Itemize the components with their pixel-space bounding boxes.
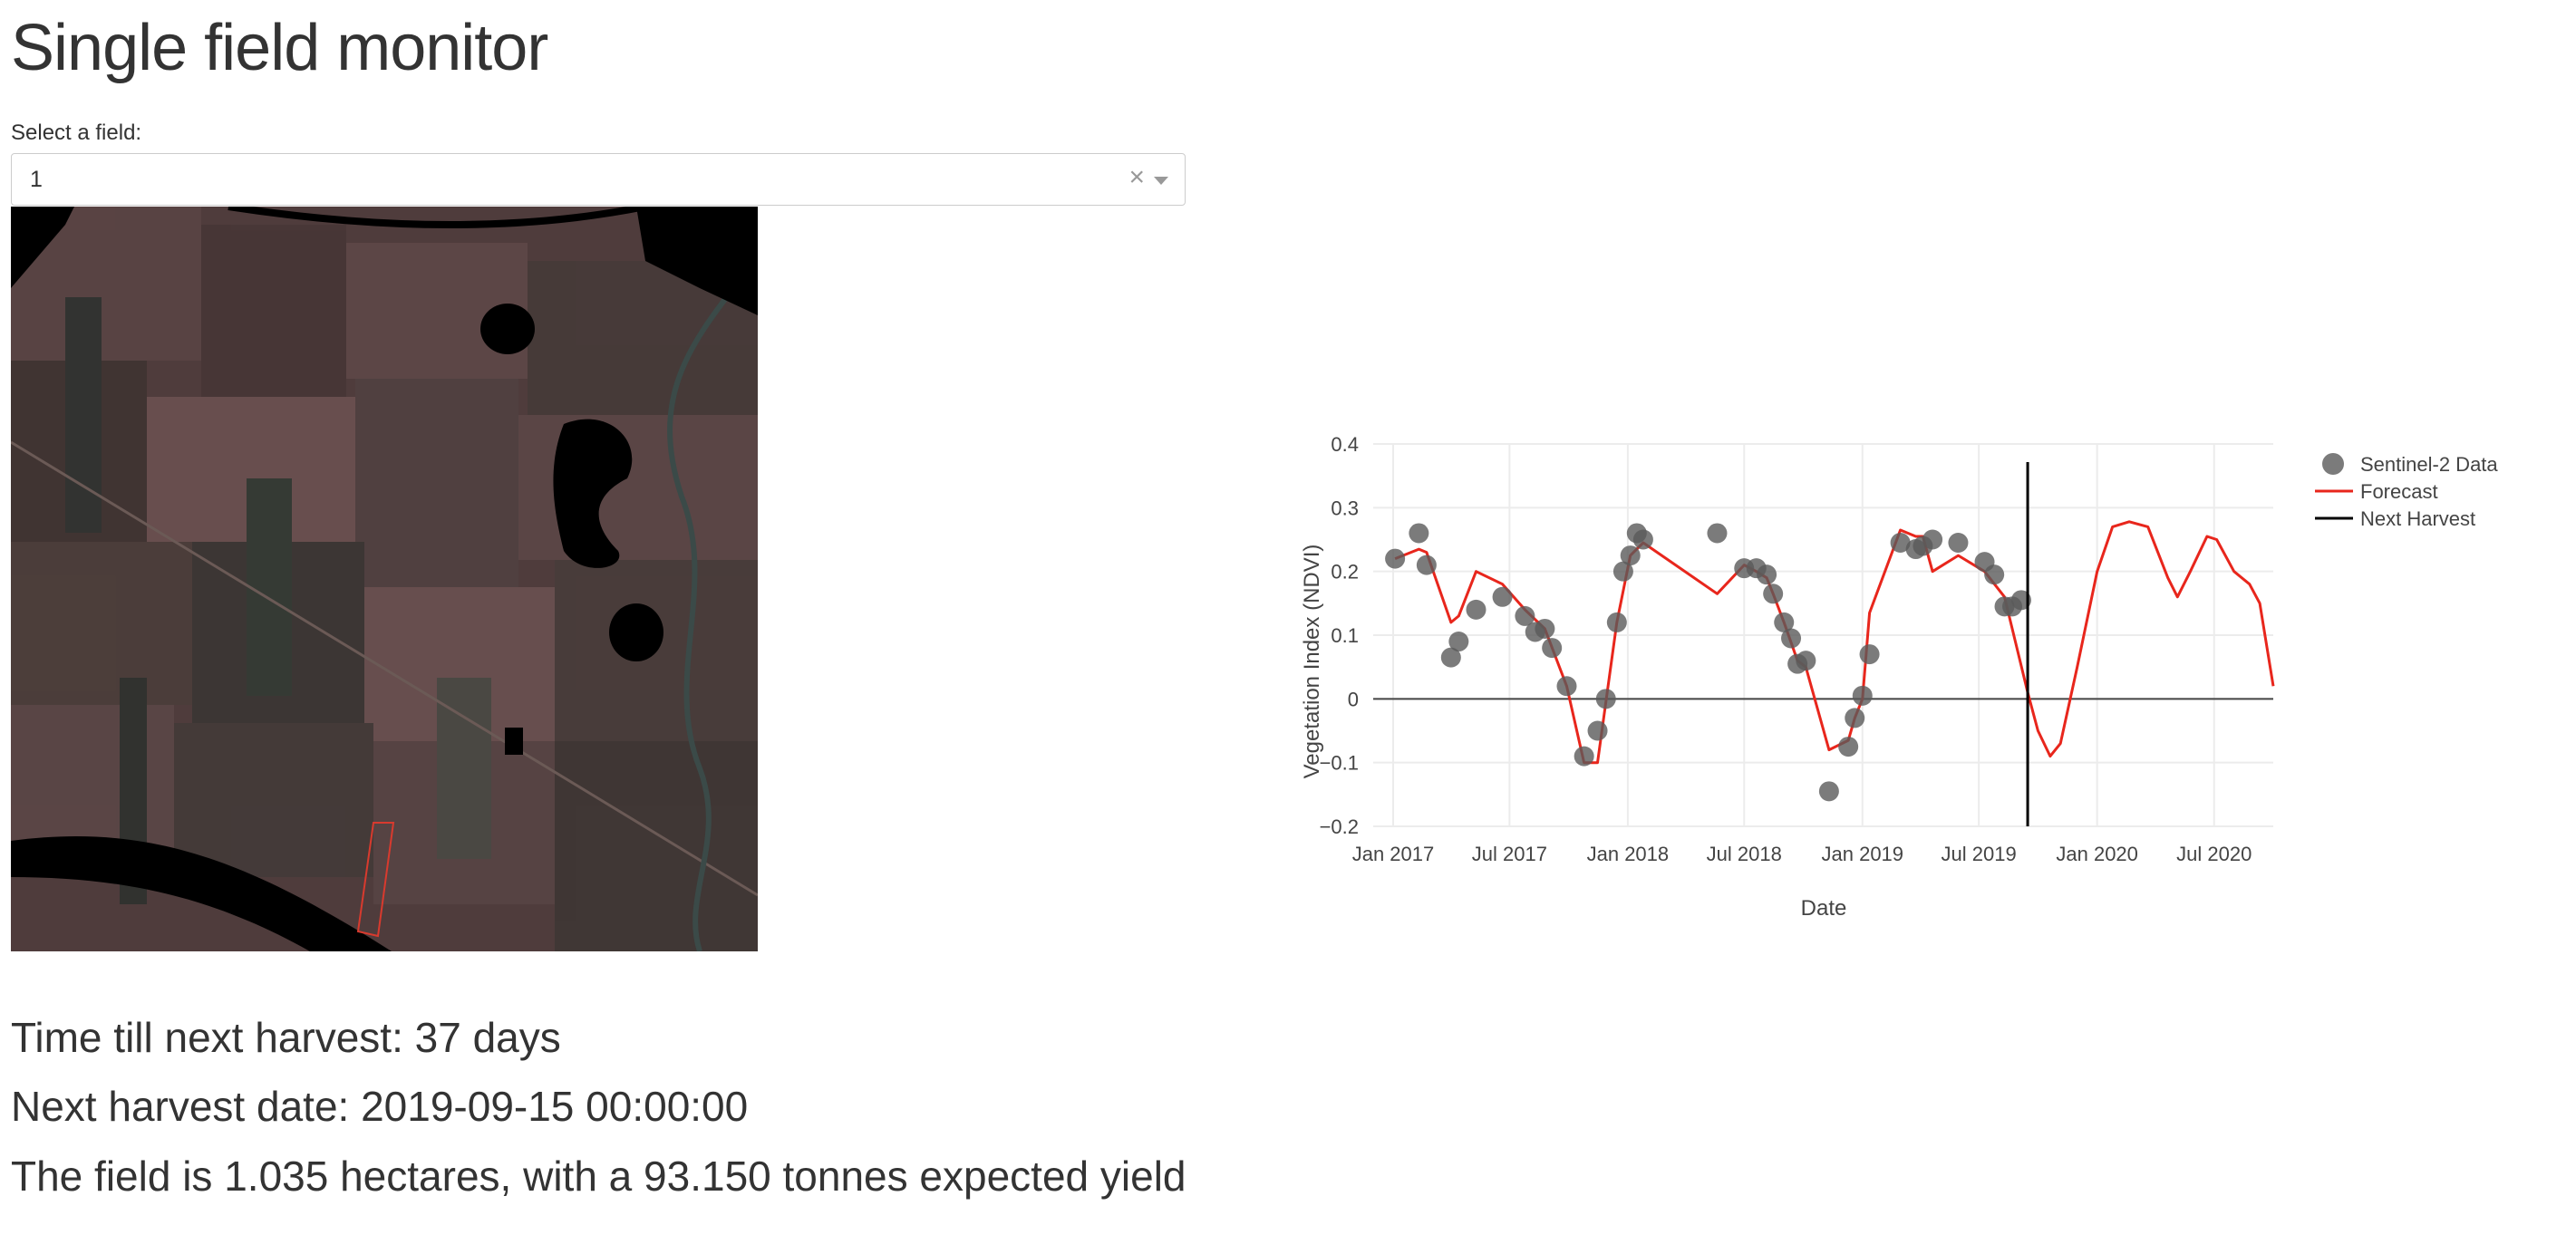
sentinel-data-point xyxy=(1620,545,1641,566)
page-title: Single field monitor xyxy=(11,12,548,84)
y-tick-label: −0.1 xyxy=(1320,752,1359,775)
field-yield-text: The field is 1.035 hectares, with a 93.1… xyxy=(11,1153,1186,1200)
sentinel-data-point xyxy=(1922,529,1943,550)
satellite-image xyxy=(11,207,758,951)
legend-marker-sentinel xyxy=(2322,453,2344,475)
sentinel-data-point xyxy=(1416,555,1437,575)
sentinel-data-point xyxy=(1492,586,1513,607)
x-axis-title: Date xyxy=(1801,896,1847,921)
sentinel-data-point xyxy=(1409,523,1429,544)
y-tick-label: 0.1 xyxy=(1331,624,1359,647)
sentinel-data-point xyxy=(1838,737,1859,757)
sentinel-data-point xyxy=(1542,638,1563,659)
y-axis-title: Vegetation Index (NDVI) xyxy=(1300,545,1324,779)
sentinel-data-point xyxy=(1757,564,1777,585)
x-tick-label: Jan 2020 xyxy=(2056,843,2138,865)
legend-label-sentinel: Sentinel-2 Data xyxy=(2360,453,2498,476)
sentinel-data-point xyxy=(1385,548,1406,569)
y-tick-label: 0.4 xyxy=(1331,433,1359,456)
sentinel-data-point xyxy=(1440,647,1461,668)
sentinel-data-point xyxy=(1781,628,1802,649)
sentinel-data-point xyxy=(1796,651,1816,671)
sentinel-data-point xyxy=(1595,689,1616,709)
sentinel-data-point xyxy=(1515,605,1535,626)
sentinel-data-point xyxy=(1852,685,1873,706)
sentinel-data-point xyxy=(1859,644,1880,665)
x-tick-label: Jul 2018 xyxy=(1707,843,1782,865)
sentinel-data-point xyxy=(2010,590,2031,611)
sentinel-data-point xyxy=(1587,720,1608,741)
sentinel-data-point xyxy=(1890,533,1911,554)
x-tick-label: Jan 2018 xyxy=(1587,843,1670,865)
y-tick-label: 0 xyxy=(1348,688,1359,710)
sentinel-data-point xyxy=(1556,676,1577,697)
field-select-label: Select a field: xyxy=(11,121,142,145)
legend-label-forecast: Forecast xyxy=(2360,480,2438,503)
chart-legend: Sentinel-2 Data Forecast Next Harvest xyxy=(2315,453,2498,530)
sentinel-data-point xyxy=(1707,523,1728,544)
y-tick-label: 0.3 xyxy=(1331,497,1359,519)
clear-icon[interactable]: × xyxy=(1128,162,1145,192)
y-tick-label: 0.2 xyxy=(1331,561,1359,584)
sentinel-data-point xyxy=(1845,708,1865,728)
sentinel-data-point xyxy=(1448,632,1469,652)
harvest-date-text: Next harvest date: 2019-09-15 00:00:00 xyxy=(11,1083,749,1130)
sentinel-data-point xyxy=(1984,564,2005,585)
x-tick-label: Jul 2020 xyxy=(2176,843,2252,865)
sentinel-data-point xyxy=(1948,533,1969,554)
field-select-value: 1 xyxy=(30,167,43,192)
sentinel-data-point xyxy=(1606,612,1627,632)
sentinel-data-point xyxy=(1763,584,1784,604)
x-tick-label: Jan 2019 xyxy=(1822,843,1904,865)
harvest-countdown-text: Time till next harvest: 37 days xyxy=(11,1014,561,1061)
x-tick-label: Jul 2017 xyxy=(1472,843,1547,865)
sentinel-data-point xyxy=(1774,612,1795,632)
sentinel-data-point xyxy=(1818,781,1839,802)
sentinel-data-point xyxy=(1574,746,1594,767)
forecast-line xyxy=(1394,520,2275,765)
ndvi-chart: 0.4 0.3 0.2 0.1 0 −0.1 −0.2 Jan 2017 Jul 2017 Jan… xyxy=(1300,433,2498,921)
chevron-down-icon[interactable] xyxy=(1154,177,1168,185)
sentinel-data-point xyxy=(1535,618,1555,639)
legend-label-harvest: Next Harvest xyxy=(2360,507,2475,530)
x-tick-label: Jan 2017 xyxy=(1352,843,1435,865)
sentinel-data-point xyxy=(1632,529,1653,550)
y-tick-label: −0.2 xyxy=(1320,815,1359,838)
field-select[interactable]: 1 × xyxy=(11,153,1186,206)
x-tick-label: Jul 2019 xyxy=(1942,843,2017,865)
sentinel-data-point xyxy=(1612,561,1633,582)
sentinel-data-point xyxy=(1466,599,1487,620)
